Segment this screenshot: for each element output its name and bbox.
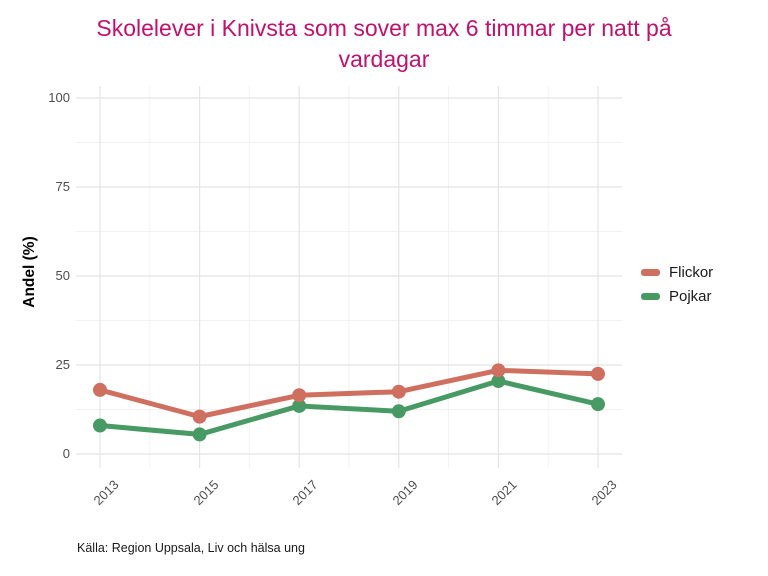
legend-item-flickor: Flickor xyxy=(641,264,713,281)
data-point-pojkar-2013 xyxy=(93,418,107,433)
data-point-flickor-2013 xyxy=(93,382,107,397)
series-line-flickor xyxy=(99,367,599,420)
data-point-flickor-2015 xyxy=(192,409,207,424)
flickor-line-swatch-icon xyxy=(641,269,660,276)
y-tick-label-0: 0 xyxy=(62,446,70,461)
legend: Flickor Pojkar xyxy=(641,264,713,305)
data-point-pojkar-2023 xyxy=(591,397,605,412)
source-note: Källa: Region Uppsala, Liv och hälsa ung xyxy=(77,541,305,555)
data-point-pojkar-2021 xyxy=(491,374,506,389)
data-point-flickor-2023 xyxy=(591,366,605,381)
y-tick-label-75: 75 xyxy=(55,179,70,194)
series-line-pojkar xyxy=(99,378,599,437)
chart-title: Skolelever i Knivsta som sover max 6 tim… xyxy=(96,15,672,72)
data-point-flickor-2021 xyxy=(491,363,506,378)
data-point-flickor-2017 xyxy=(292,388,307,403)
data-point-flickor-2019 xyxy=(391,384,406,399)
data-point-pojkar-2015 xyxy=(192,427,207,442)
legend-item-pojkar: Pojkar xyxy=(641,288,713,305)
y-tick-label-100: 100 xyxy=(48,90,70,105)
y-tick-label-50: 50 xyxy=(55,268,70,283)
legend-label-flickor: Flickor xyxy=(669,264,714,281)
data-point-pojkar-2019 xyxy=(391,404,406,419)
data-point-pojkar-2017 xyxy=(292,398,307,413)
legend-label-pojkar: Pojkar xyxy=(669,288,712,305)
y-tick-label-25: 25 xyxy=(55,357,70,372)
pojkar-line-swatch-icon xyxy=(641,293,660,300)
